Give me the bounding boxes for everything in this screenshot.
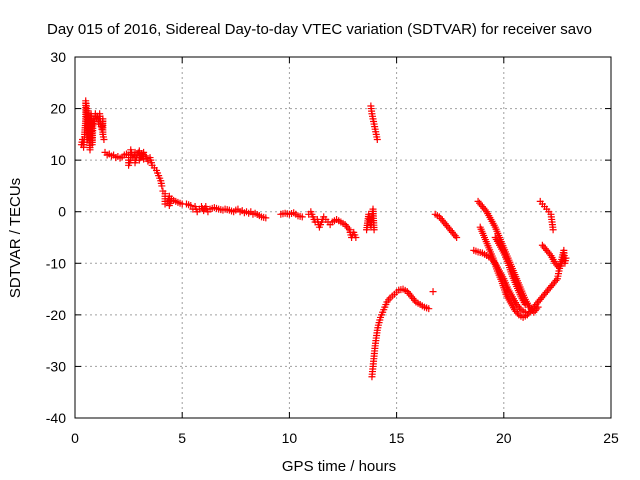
data-point — [425, 305, 433, 313]
y-tick-label: -10 — [46, 255, 66, 271]
y-tick-label: -20 — [46, 307, 66, 323]
data-point — [549, 226, 557, 234]
x-tick-label: 0 — [71, 430, 79, 446]
data-point — [429, 288, 437, 296]
x-axis-label: GPS time / hours — [282, 458, 396, 475]
x-tick-label: 15 — [389, 430, 405, 446]
data-point — [410, 296, 418, 304]
data-point — [562, 254, 570, 262]
plot-frame — [74, 56, 612, 419]
x-tick-label: 10 — [282, 430, 298, 446]
data-point — [481, 206, 489, 214]
tick-labels: 0 5 10 15 20 25 30 20 10 0 -10 -20 -30 -40 — [46, 49, 619, 446]
data-point — [453, 234, 461, 241]
y-tick-label: 0 — [58, 204, 66, 220]
y-tick-label: 10 — [50, 152, 66, 168]
x-tick-label: 20 — [496, 430, 512, 446]
data-point — [352, 234, 360, 241]
y-tick-label: 30 — [50, 49, 66, 65]
data-point — [158, 182, 166, 190]
chart-title: Day 015 of 2016, Sidereal Day-to-day VTE… — [47, 21, 592, 38]
grid-lines — [75, 57, 611, 418]
data-point — [298, 213, 306, 221]
data-point — [513, 309, 521, 317]
data-point — [344, 224, 352, 232]
x-tick-label: 25 — [603, 430, 619, 446]
data-point — [370, 226, 378, 234]
data-points — [77, 97, 570, 381]
data-point — [373, 136, 381, 144]
axis-ticks — [74, 56, 612, 419]
data-point — [262, 214, 270, 222]
data-point — [521, 301, 529, 309]
data-point — [451, 232, 459, 240]
data-point — [187, 202, 195, 210]
y-tick-label: 20 — [50, 101, 66, 117]
data-point — [100, 136, 108, 144]
data-point — [546, 250, 554, 258]
data-point — [552, 276, 560, 284]
y-tick-label: -30 — [46, 358, 66, 374]
x-tick-label: 5 — [178, 430, 186, 446]
data-point — [140, 148, 148, 156]
data-point — [516, 304, 524, 312]
y-axis-label: SDTVAR / TECUs — [7, 178, 24, 298]
y-tick-label: -40 — [46, 410, 66, 426]
